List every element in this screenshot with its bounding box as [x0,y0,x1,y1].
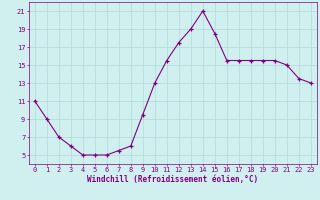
X-axis label: Windchill (Refroidissement éolien,°C): Windchill (Refroidissement éolien,°C) [87,175,258,184]
